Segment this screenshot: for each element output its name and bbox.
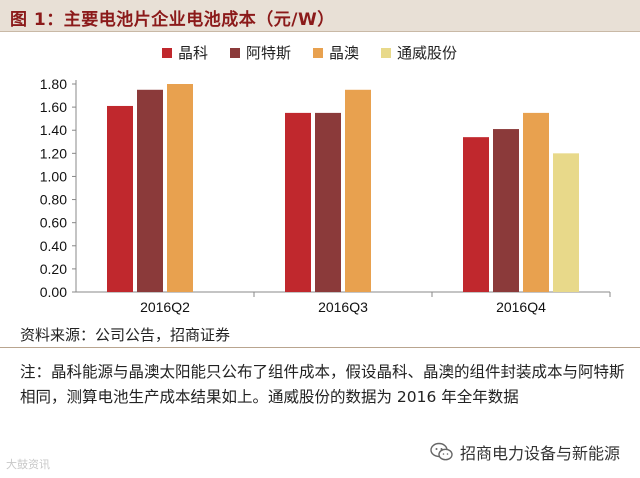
x-tick-label: 2016Q3 [318, 299, 368, 315]
bar-通威股份-2016Q4 [553, 153, 579, 292]
legend-item-ja-solar: 晶澳 [313, 42, 359, 63]
legend-label-jinko: 晶科 [178, 44, 209, 62]
y-tick-label: 0.80 [40, 192, 67, 208]
legend-label-ja-solar: 晶澳 [329, 44, 360, 62]
legend-swatch-jinko [162, 47, 172, 58]
y-tick-label: 0.40 [40, 238, 67, 254]
legend-item-jinko: 晶科 [162, 42, 208, 63]
bar-晶澳-2016Q3 [345, 89, 371, 293]
bar-阿特斯-2016Q4 [493, 129, 519, 292]
watermark-right-text: 招商电力设备与新能源 [460, 444, 621, 463]
source-note: 资料来源：公司公告，招商证券 [20, 326, 231, 344]
y-tick-label: 1.20 [40, 145, 67, 161]
bar-chart: 0.00 0.20 0.40 0.60 0.80 1.00 1.20 1.40 1.60 1.80… [40, 76, 611, 315]
y-tick-label: 1.60 [40, 99, 67, 115]
x-tick-label: 2016Q4 [496, 299, 546, 315]
y-tick-label: 1.80 [40, 76, 67, 92]
legend-swatch-canadian-solar [230, 47, 241, 58]
wechat-icon [430, 442, 453, 461]
bar-晶科-2016Q4 [463, 137, 489, 292]
bar-晶澳-2016Q2 [167, 84, 193, 292]
legend-swatch-tongwei [381, 47, 392, 58]
divider [0, 347, 640, 348]
y-tick-label: 0.00 [40, 284, 67, 300]
y-tick-label: 1.00 [40, 168, 67, 184]
legend-label-tongwei: 通威股份 [397, 44, 458, 62]
chart-legend: 晶科 阿特斯 晶澳 通威股份 [162, 42, 457, 63]
legend-label-canadian-solar: 阿特斯 [246, 44, 292, 62]
bar-晶科-2016Q2 [107, 105, 133, 292]
bar-阿特斯-2016Q3 [315, 112, 341, 292]
y-tick-label: 0.20 [40, 261, 67, 277]
figure-title: 图 1：主要电池片企业电池成本（元/W） [10, 10, 335, 30]
legend-item-canadian-solar: 阿特斯 [230, 42, 291, 63]
bar-晶澳-2016Q4 [523, 112, 549, 292]
y-tick-label: 0.60 [40, 215, 67, 231]
legend-swatch-ja-solar [313, 47, 324, 58]
figure-title-bar: 图 1：主要电池片企业电池成本（元/W） [0, 0, 640, 32]
footnote: 注：晶科能源与晶澳太阳能只公布了组件成本，假设晶科、晶澳的组件封装成本与阿特斯相… [20, 363, 625, 406]
x-tick-label: 2016Q2 [140, 299, 190, 315]
watermark-left: 大鼓资讯 [6, 458, 50, 471]
bar-阿特斯-2016Q2 [137, 89, 163, 293]
watermark-right: 招商电力设备与新能源 [430, 440, 620, 464]
legend-item-tongwei: 通威股份 [381, 42, 457, 63]
bar-晶科-2016Q3 [285, 112, 311, 292]
y-tick-label: 1.40 [40, 122, 67, 138]
